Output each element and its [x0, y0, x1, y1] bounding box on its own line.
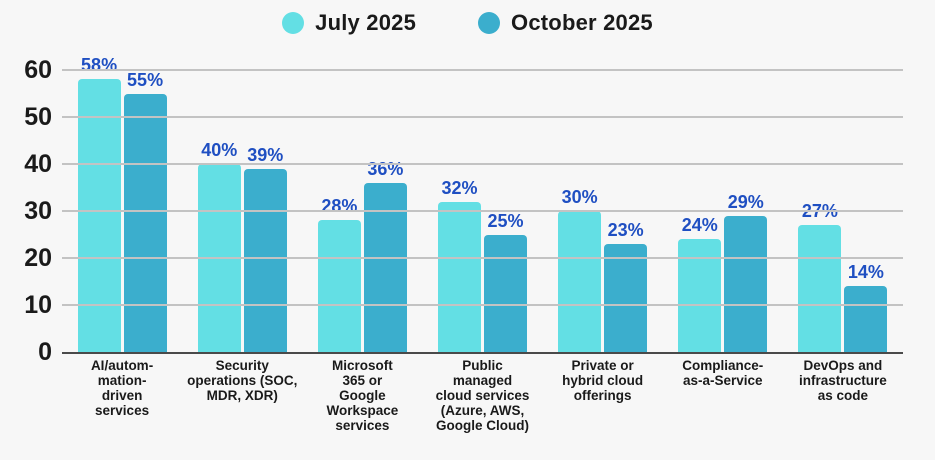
- bar-group-4: 32% 25%: [422, 70, 542, 352]
- gridline-30: [62, 210, 903, 212]
- value-label-october-2025-1: 55%: [127, 69, 164, 90]
- y-tick-label-50: 50: [24, 103, 52, 131]
- gridline-10: [62, 304, 903, 306]
- x-category-label-5: Private or hybrid cloud offerings: [562, 358, 644, 403]
- bar-july-2025-5: 30%: [558, 187, 602, 352]
- bar-july-2025-3: 28%: [317, 196, 361, 352]
- y-tick-label-60: 60: [24, 56, 52, 84]
- bar-october-2025-1: 55%: [123, 70, 167, 352]
- bar-october-2025-7: 14%: [844, 262, 888, 352]
- bar-group-1: 58% 55%: [62, 55, 182, 352]
- x-category-label-3: Microsoft 365 or Google Workspace servic…: [326, 358, 399, 433]
- value-label-october-2025-5: 23%: [607, 219, 644, 240]
- value-label-october-2025-7: 14%: [847, 262, 884, 283]
- value-label-october-2025-6: 29%: [727, 191, 764, 212]
- gridline-20: [62, 257, 903, 259]
- x-category-label-2: Security operations (SOC, MDR, XDR): [187, 358, 298, 403]
- y-tick-label-20: 20: [24, 244, 52, 272]
- value-label-july-2025-6: 24%: [681, 215, 718, 236]
- bar-october-2025-2: 39%: [243, 145, 287, 352]
- value-label-july-2025-5: 30%: [561, 187, 598, 207]
- bar-october-2025-6: 29%: [724, 192, 768, 352]
- x-axis-labels: AI/autom- mation- driven services Securit…: [62, 358, 903, 433]
- gridline-50: [62, 116, 903, 118]
- bar-group-7: 27% 14%: [783, 70, 903, 352]
- legend-item-october: October 2025: [478, 10, 653, 36]
- x-category-label-7: DevOps and infrastructure as code: [799, 358, 887, 403]
- value-label-october-2025-2: 39%: [247, 144, 284, 165]
- legend: July 2025 October 2025: [0, 10, 935, 36]
- x-axis-baseline: [62, 352, 903, 354]
- gridline-40: [62, 163, 903, 165]
- bar-july-2025-7: 27%: [798, 201, 842, 352]
- y-axis: 0 10 20 30 40 50 60: [0, 56, 52, 366]
- y-tick-label-10: 10: [24, 291, 52, 319]
- y-tick-label-0: 0: [38, 338, 52, 366]
- y-tick-label-40: 40: [24, 150, 52, 178]
- legend-swatch-october-icon: [478, 12, 501, 34]
- bar-july-2025-1: 58%: [77, 55, 121, 352]
- legend-swatch-july-icon: [282, 12, 305, 34]
- x-category-label-1: AI/autom- mation- driven services: [90, 358, 154, 418]
- bar-october-2025-4: 25%: [483, 211, 527, 352]
- y-tick-label-30: 30: [24, 197, 52, 225]
- bar-october-2025-5: 23%: [604, 220, 648, 352]
- bar-group-5: 30% 23%: [543, 70, 663, 352]
- x-category-label-4: Public managed cloud services (Azure, AW…: [435, 358, 530, 433]
- value-label-july-2025-2: 40%: [201, 140, 238, 160]
- legend-item-july: July 2025: [282, 10, 416, 36]
- gridline-60: [62, 69, 903, 71]
- legend-label-july: July 2025: [315, 10, 417, 35]
- bar-july-2025-4: 32%: [437, 178, 481, 352]
- value-label-october-2025-3: 36%: [367, 158, 404, 179]
- value-label-october-2025-4: 25%: [487, 210, 524, 231]
- legend-label-october: October 2025: [511, 10, 653, 35]
- value-label-july-2025-4: 32%: [441, 177, 478, 198]
- x-category-label-6: Compliance- as-a-Service: [682, 358, 764, 388]
- plot-area: 58% 55% 40% 39% 28% 36% 32% 25% 30% 23% 24% 29% 27% 1…: [62, 55, 903, 354]
- bar-october-2025-3: 36%: [363, 159, 407, 352]
